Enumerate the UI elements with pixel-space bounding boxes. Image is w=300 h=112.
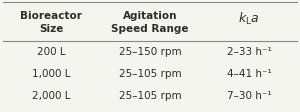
Text: 25–150 rpm: 25–150 rpm xyxy=(119,46,181,57)
Text: Bioreactor
Size: Bioreactor Size xyxy=(20,11,82,34)
Text: 2,000 L: 2,000 L xyxy=(32,91,70,101)
Text: Agitation
Speed Range: Agitation Speed Range xyxy=(111,11,189,34)
Text: 25–105 rpm: 25–105 rpm xyxy=(119,91,181,101)
Text: 7–30 h⁻¹: 7–30 h⁻¹ xyxy=(227,91,271,101)
Text: 25–105 rpm: 25–105 rpm xyxy=(119,69,181,79)
Text: 4–41 h⁻¹: 4–41 h⁻¹ xyxy=(226,69,272,79)
Text: $\mathit{k}_\mathrm{L}\mathit{a}$: $\mathit{k}_\mathrm{L}\mathit{a}$ xyxy=(238,11,260,27)
Text: 1,000 L: 1,000 L xyxy=(32,69,70,79)
Text: 200 L: 200 L xyxy=(37,46,65,57)
Text: 2–33 h⁻¹: 2–33 h⁻¹ xyxy=(226,46,272,57)
